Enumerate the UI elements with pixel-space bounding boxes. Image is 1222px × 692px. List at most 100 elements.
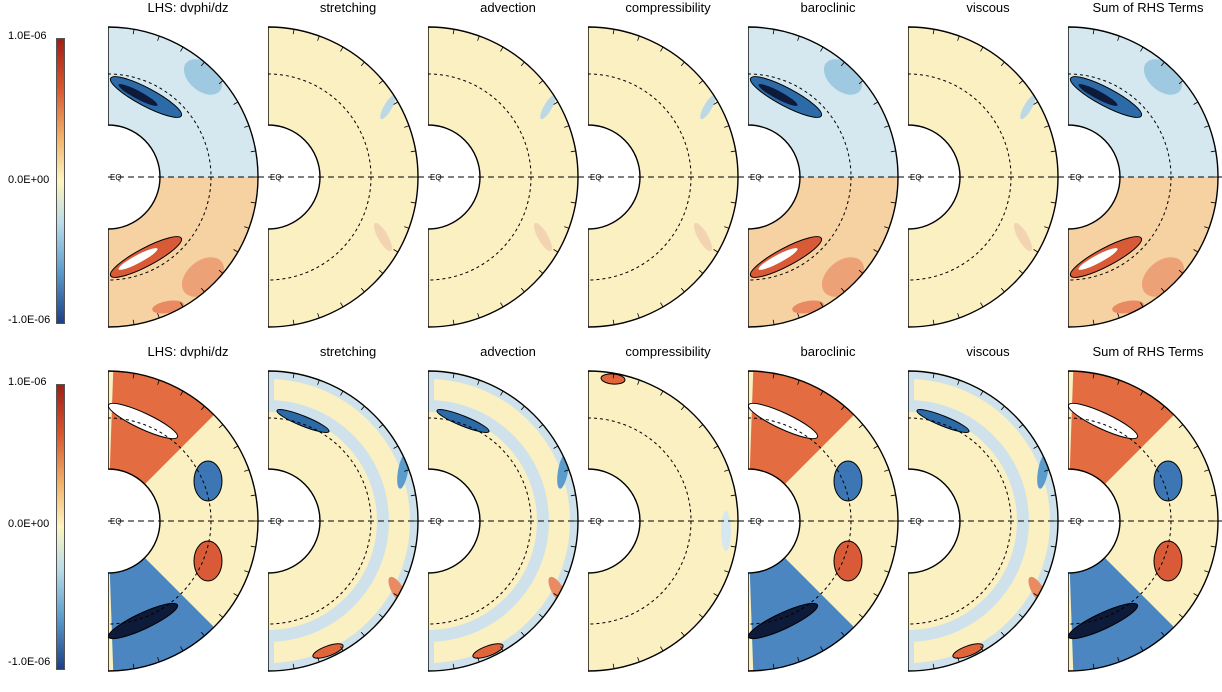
latitude-tick: [957, 657, 960, 663]
colorbar-mid-label: 0.0E+00: [8, 518, 50, 530]
panel-title: viscous: [966, 344, 1010, 359]
latitude-tick: [1000, 287, 1005, 293]
latitude-tick: [724, 226, 730, 229]
contour-panel: viscous EQ: [908, 0, 1068, 340]
equator-label: EQ: [1070, 173, 1082, 182]
shell-boundary: [268, 370, 419, 672]
latitude-tick: [957, 35, 960, 41]
latitude-tick: [292, 663, 295, 669]
latitude-tick: [393, 249, 399, 253]
latitude-tick: [360, 405, 365, 411]
latitude-tick: [932, 373, 935, 379]
colorbar-row-1: 1.0E-06 0.0E+00 -1.0E-06: [0, 0, 75, 340]
latitude-tick: [980, 390, 984, 396]
contour-panel: Sum of RHS Terms EQ: [1068, 0, 1222, 340]
latitude-tick: [200, 61, 205, 67]
latitude-tick: [180, 390, 184, 396]
latitude-tick: [317, 313, 320, 319]
latitude-tick: [132, 663, 135, 669]
latitude-tick: [1204, 125, 1210, 128]
latitude-tick: [340, 46, 344, 52]
latitude-tick: [772, 29, 775, 35]
half-annulus-plot: EQ: [428, 370, 586, 672]
latitude-tick: [637, 313, 640, 319]
latitude-tick: [730, 201, 736, 204]
latitude-tick: [1193, 249, 1199, 253]
latitude-tick: [840, 631, 845, 637]
latitude-tick: [873, 249, 879, 253]
latitude-tick: [538, 424, 544, 429]
latitude-tick: [1140, 302, 1144, 308]
latitude-tick: [890, 150, 896, 153]
latitude-tick: [378, 80, 384, 85]
colorbar-max-label: 1.0E-06: [8, 376, 47, 388]
equator-label: EQ: [430, 173, 442, 182]
equator-label: EQ: [110, 517, 122, 526]
latitude-tick: [612, 663, 615, 669]
latitude-tick: [660, 390, 664, 396]
panel-title: viscous: [966, 0, 1010, 15]
latitude-tick: [1160, 631, 1165, 637]
latitude-tick: [1117, 379, 1120, 385]
latitude-tick: [713, 445, 719, 449]
latitude-tick: [1178, 269, 1184, 274]
latitude-tick: [713, 593, 719, 597]
latitude-tick: [218, 269, 224, 274]
latitude-tick: [1050, 201, 1056, 204]
shell-boundary: [428, 26, 579, 328]
latitude-tick: [157, 313, 160, 319]
latitude-tick: [873, 593, 879, 597]
latitude-tick: [360, 61, 365, 67]
latitude-tick: [500, 46, 504, 52]
latitude-tick: [820, 46, 824, 52]
panel-title: advection: [480, 0, 536, 15]
half-annulus-plot: EQ: [1068, 26, 1222, 328]
tangent-cylinder-line: [908, 73, 1012, 281]
latitude-tick: [218, 613, 224, 618]
latitude-tick: [520, 405, 525, 411]
equator-label: EQ: [590, 173, 602, 182]
contour-panel: LHS: dvphi/dz EQ: [108, 344, 268, 684]
latitude-tick: [637, 657, 640, 663]
equator-label: EQ: [750, 173, 762, 182]
latitude-tick: [890, 545, 896, 548]
contour-panel: LHS: dvphi/dz EQ: [108, 0, 268, 340]
latitude-tick: [1044, 570, 1050, 573]
latitude-tick: [1117, 313, 1120, 319]
latitude-tick: [538, 269, 544, 274]
contour-panel: stretching EQ: [268, 344, 428, 684]
colorbar-row-2: 1.0E-06 0.0E+00 -1.0E-06: [0, 344, 75, 690]
latitude-tick: [884, 226, 890, 229]
tangent-cylinder-line: [428, 417, 532, 625]
latitude-tick: [570, 545, 576, 548]
equator-label: EQ: [750, 517, 762, 526]
latitude-tick: [157, 35, 160, 41]
latitude-tick: [132, 29, 135, 35]
latitude-tick: [772, 663, 775, 669]
panel-title: Sum of RHS Terms: [1092, 344, 1204, 359]
colorbar-gradient: [56, 384, 65, 670]
contour-panel: baroclinic EQ: [748, 344, 908, 684]
latitude-tick: [1018, 269, 1024, 274]
latitude-tick: [1044, 125, 1050, 128]
latitude-tick: [1117, 35, 1120, 41]
panel-title: compressibility: [625, 344, 711, 359]
latitude-tick: [1018, 424, 1024, 429]
equator-label: EQ: [270, 517, 282, 526]
latitude-tick: [564, 125, 570, 128]
latitude-tick: [393, 101, 399, 105]
latitude-tick: [1204, 570, 1210, 573]
latitude-tick: [317, 657, 320, 663]
contour-panel: viscous EQ: [908, 344, 1068, 684]
equator-label: EQ: [1070, 517, 1082, 526]
latitude-tick: [612, 29, 615, 35]
colorbar-max-label: 1.0E-06: [8, 30, 47, 42]
tangent-cylinder-line: [588, 417, 692, 625]
latitude-tick: [1210, 494, 1216, 497]
latitude-tick: [1210, 545, 1216, 548]
colorbar-gradient: [56, 38, 65, 324]
latitude-tick: [410, 494, 416, 497]
shell-boundary: [908, 26, 1059, 328]
latitude-tick: [612, 373, 615, 379]
latitude-tick: [553, 249, 559, 253]
